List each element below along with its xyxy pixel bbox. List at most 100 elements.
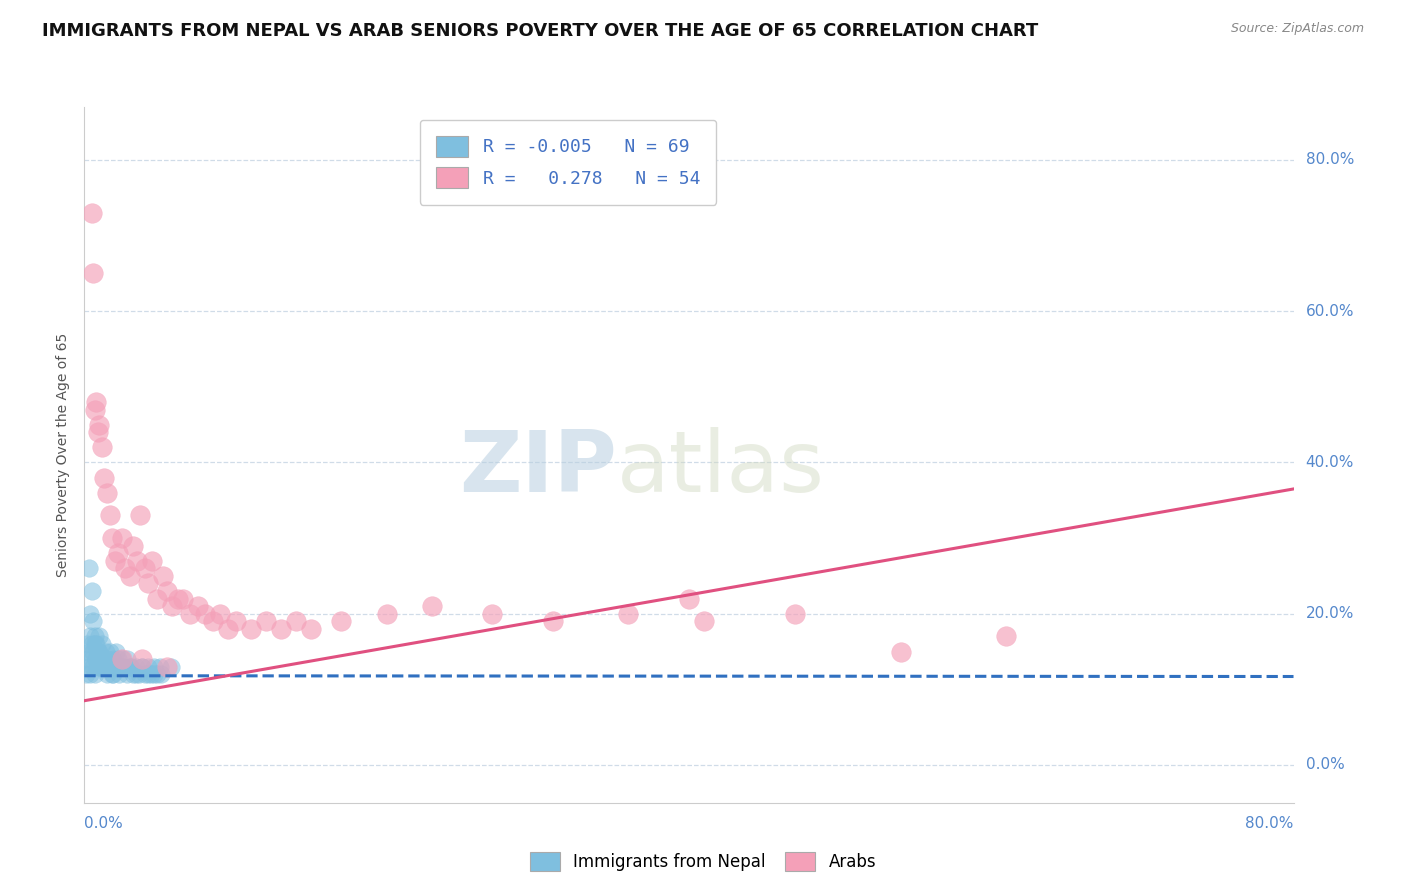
Point — [91, 637, 114, 651]
Point — [118, 569, 141, 583]
Point — [82, 659, 104, 673]
Point — [111, 531, 134, 545]
Text: 40.0%: 40.0% — [1306, 455, 1354, 470]
Point — [94, 644, 117, 658]
Text: 20.0%: 20.0% — [1306, 607, 1354, 621]
Point — [131, 652, 153, 666]
Point — [541, 615, 564, 629]
Point — [129, 508, 152, 523]
Point — [125, 659, 148, 673]
Point — [115, 667, 138, 681]
Text: 80.0%: 80.0% — [1246, 816, 1294, 831]
Point — [97, 659, 120, 673]
Point — [86, 395, 108, 409]
Point — [82, 615, 104, 629]
Point — [79, 607, 101, 621]
Point — [693, 615, 716, 629]
Point — [142, 659, 165, 673]
Point — [890, 644, 912, 658]
Point — [91, 441, 114, 455]
Point — [98, 659, 121, 673]
Point — [104, 659, 127, 673]
Point — [108, 667, 131, 681]
Point — [420, 599, 443, 614]
Point — [84, 637, 107, 651]
Point — [98, 508, 121, 523]
Point — [79, 629, 101, 643]
Point — [115, 652, 138, 666]
Point — [146, 591, 169, 606]
Point — [375, 607, 398, 621]
Point — [146, 667, 169, 681]
Point — [107, 546, 129, 560]
Point — [156, 584, 179, 599]
Point — [110, 659, 132, 673]
Point — [136, 576, 159, 591]
Point — [172, 591, 194, 606]
Point — [77, 659, 100, 673]
Point — [142, 667, 165, 681]
Text: 60.0%: 60.0% — [1306, 304, 1354, 318]
Point — [90, 652, 112, 666]
Point — [77, 644, 100, 658]
Point — [194, 607, 217, 621]
Point — [79, 667, 101, 681]
Point — [89, 629, 111, 643]
Point — [209, 607, 232, 621]
Point — [84, 402, 107, 417]
Point — [101, 667, 124, 681]
Point — [112, 659, 135, 673]
Point — [121, 667, 143, 681]
Point — [139, 667, 162, 681]
Point — [100, 531, 122, 545]
Point — [121, 539, 143, 553]
Point — [299, 622, 322, 636]
Point — [156, 659, 179, 673]
Point — [111, 652, 134, 666]
Point — [75, 667, 97, 681]
Point — [96, 652, 118, 666]
Point — [90, 659, 112, 673]
Point — [89, 652, 111, 666]
Point — [76, 652, 98, 666]
Point — [136, 667, 159, 681]
Point — [87, 425, 110, 440]
Point — [136, 659, 159, 673]
Point — [995, 629, 1018, 643]
Point — [77, 561, 100, 575]
Point — [125, 667, 148, 681]
Text: 0.0%: 0.0% — [84, 816, 124, 831]
Point — [285, 615, 308, 629]
Point — [481, 607, 503, 621]
Point — [105, 644, 128, 658]
Point — [127, 554, 149, 568]
Point — [80, 652, 103, 666]
Point — [783, 607, 806, 621]
Point — [201, 615, 224, 629]
Point — [118, 659, 141, 673]
Point — [96, 485, 118, 500]
Legend: R = -0.005   N = 69, R =   0.278   N = 54: R = -0.005 N = 69, R = 0.278 N = 54 — [419, 120, 717, 204]
Point — [217, 622, 239, 636]
Point — [187, 599, 209, 614]
Point — [270, 622, 292, 636]
Point — [225, 615, 247, 629]
Point — [114, 561, 136, 575]
Point — [86, 652, 108, 666]
Text: IMMIGRANTS FROM NEPAL VS ARAB SENIORS POVERTY OVER THE AGE OF 65 CORRELATION CHA: IMMIGRANTS FROM NEPAL VS ARAB SENIORS PO… — [42, 22, 1039, 40]
Point — [120, 659, 142, 673]
Point — [89, 417, 111, 432]
Point — [134, 561, 156, 575]
Point — [98, 644, 121, 658]
Point — [91, 652, 114, 666]
Point — [87, 659, 110, 673]
Point — [93, 659, 115, 673]
Point — [82, 267, 104, 281]
Point — [84, 629, 107, 643]
Text: atlas: atlas — [616, 427, 824, 510]
Point — [82, 644, 104, 658]
Text: 80.0%: 80.0% — [1306, 153, 1354, 168]
Point — [167, 591, 190, 606]
Point — [141, 554, 163, 568]
Point — [86, 637, 108, 651]
